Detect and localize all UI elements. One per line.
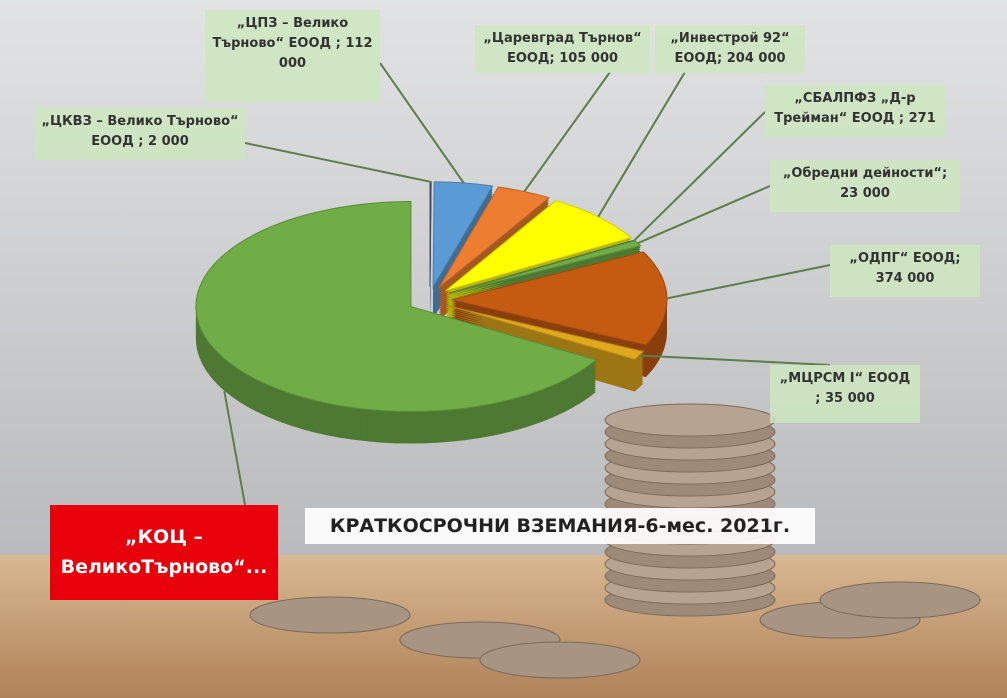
category-name: „СБАЛПФЗ „Д-р Трейман“ ЕООД ; (774, 91, 915, 126)
category-name: „ЦПЗ – Велико Търново“ ЕООД ; (212, 16, 348, 51)
label-text: „КОЦ – ВеликоТърново“... (56, 523, 272, 582)
value-label: 35 000 (825, 391, 875, 406)
data-label: „Обредни дейности“; 23 000 (770, 160, 960, 212)
label-text: „СБАЛПФЗ „Д-р Трейман“ ЕООД ; 271 (771, 89, 939, 129)
data-label: „Царевград Търнов“ ЕООД; 105 000 (475, 25, 650, 73)
data-label: „ОДПГ“ ЕООД; 374 000 (830, 245, 980, 297)
value-label: 374 000 (876, 271, 935, 286)
label-text: „Инвестрой 92“ ЕООД; 204 000 (661, 29, 799, 69)
category-name: „Обредни дейности“; (783, 166, 947, 181)
coin (250, 597, 410, 633)
data-label: „КОЦ – ВеликоТърново“... (50, 505, 278, 600)
value-label: 2 000 (148, 134, 189, 149)
chart-title: КРАТКОСРОЧНИ ВЗЕМАНИЯ-6-мес. 2021г. (305, 508, 815, 544)
value-label: 105 000 (559, 51, 618, 66)
label-text: „МЦРСМ І“ ЕООД ; 35 000 (776, 369, 914, 409)
data-label: „ЦКВЗ – Велико Търново“ ЕООД ; 2 000 (35, 108, 245, 160)
value-label: 23 000 (840, 186, 890, 201)
label-text: „Царевград Търнов“ ЕООД; 105 000 (481, 29, 644, 69)
label-text: „Обредни дейности“; 23 000 (776, 164, 954, 204)
data-label: „ЦПЗ – Велико Търново“ ЕООД ; 112 000 (205, 10, 380, 102)
data-label: „Инвестрой 92“ ЕООД; 204 000 (655, 25, 805, 73)
value-label: 271 (909, 111, 936, 126)
category-name: „КОЦ – ВеликоТърново“... (61, 526, 268, 577)
value-label: 204 000 (727, 51, 786, 66)
label-text: „ОДПГ“ ЕООД; 374 000 (836, 249, 974, 289)
page: „ЦКВЗ – Велико Търново“ ЕООД ; 2 000 „ЦПЗ… (0, 0, 1007, 698)
coin (820, 582, 980, 618)
label-text: „ЦКВЗ – Велико Търново“ ЕООД ; 2 000 (41, 112, 239, 152)
label-text: „ЦПЗ – Велико Търново“ ЕООД ; 112 000 (211, 14, 374, 74)
category-name: „ЦКВЗ – Велико Търново“ ЕООД ; (41, 114, 238, 149)
data-label: „СБАЛПФЗ „Д-р Трейман“ ЕООД ; 271 (765, 85, 945, 137)
coin (605, 404, 775, 436)
category-name: „ОДПГ“ ЕООД; (849, 251, 960, 266)
coin (480, 642, 640, 678)
data-label: „МЦРСМ І“ ЕООД ; 35 000 (770, 365, 920, 423)
